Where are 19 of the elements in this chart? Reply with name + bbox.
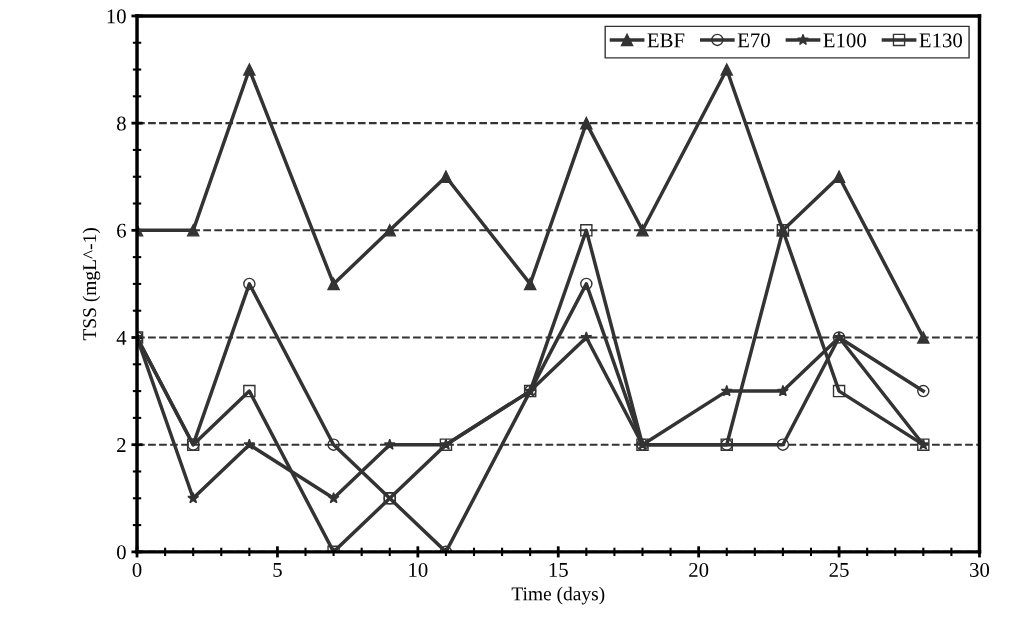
legend-label: E130 [919,33,963,48]
x-tick-label: 25 [829,562,849,577]
y-tick-label: 0 [116,545,126,560]
legend-label: E100 [823,33,866,48]
legend-label: EBF [647,33,685,48]
y-tick-label: 4 [116,331,127,345]
y-tick-label: 8 [116,116,126,131]
x-tick-label: 20 [689,562,709,577]
x-tick-label: 10 [409,562,428,577]
x-axis-title: Time (days) [511,586,605,605]
y-tick-label: 10 [107,9,126,24]
legend-label: E70 [737,33,770,48]
y-axis-title: TSS (mgL^-1) [82,228,101,341]
x-tick-label: 5 [273,563,282,577]
x-tick-label: 30 [970,562,990,577]
x-tick-label: 0 [132,562,142,577]
y-tick-label: 6 [117,223,126,238]
x-tick-label: 15 [549,562,568,577]
y-tick-label: 2 [117,438,126,452]
